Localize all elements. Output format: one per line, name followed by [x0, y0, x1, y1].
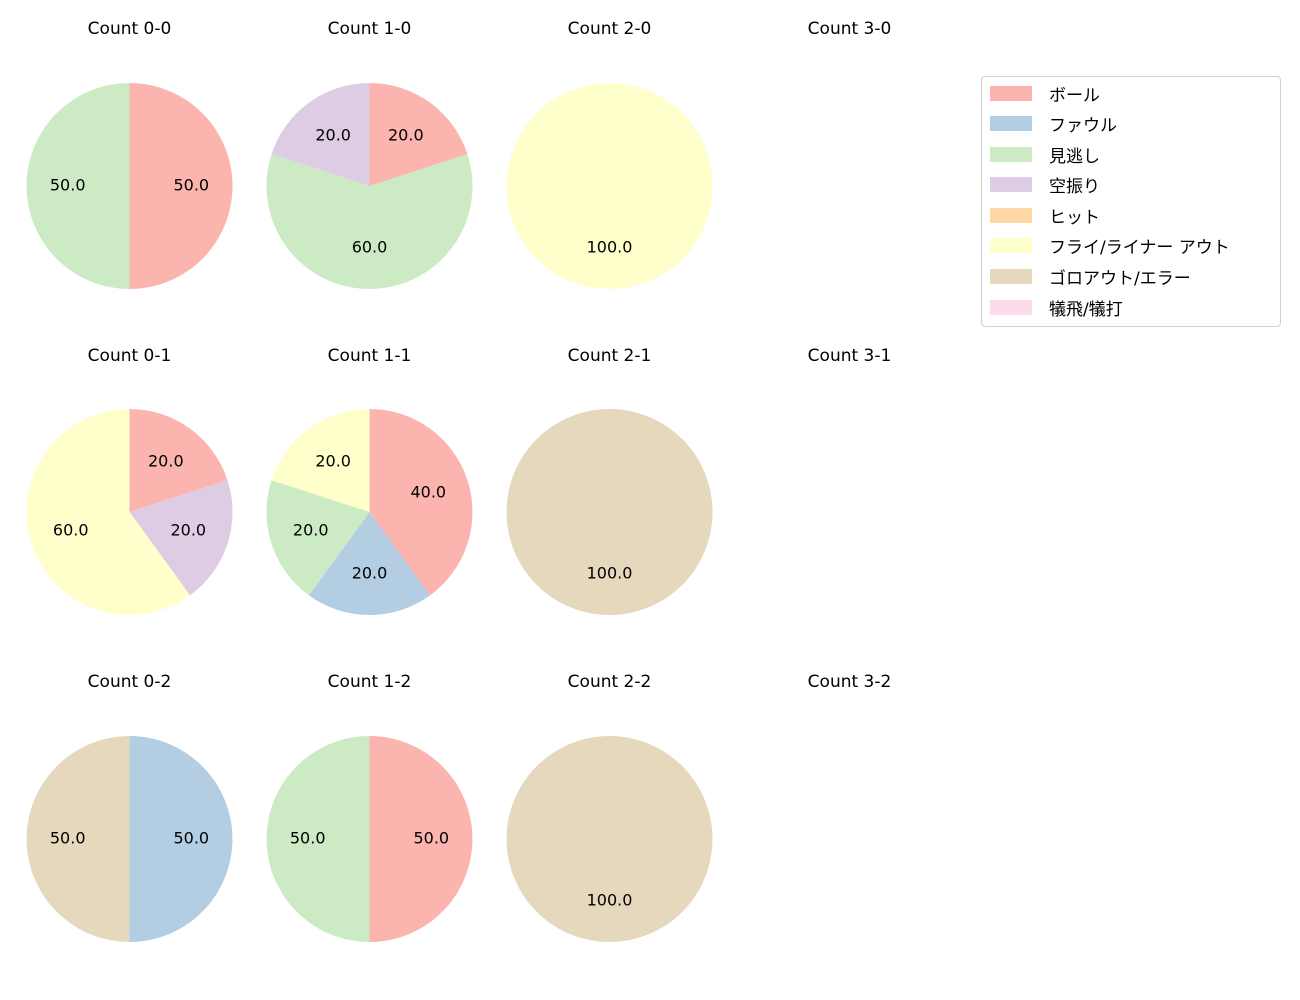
- pie-slice: [129, 480, 233, 596]
- slice-label: 20.0: [148, 452, 184, 471]
- slice-label: 50.0: [290, 829, 326, 848]
- legend-item: ヒット: [990, 205, 1100, 228]
- pie-count-2-1: Count 2-1 100.0: [506, 346, 713, 615]
- legend-swatch: [990, 299, 1032, 315]
- pie-slice: [26, 736, 130, 942]
- pie-slice: [506, 409, 713, 615]
- pie-count-0-1: Count 0-1 20.0 20.0 60.0: [26, 346, 233, 615]
- slice-label: 40.0: [410, 482, 446, 501]
- legend-item: 犠飛/犠打: [990, 297, 1123, 320]
- slice-label: 50.0: [413, 829, 449, 848]
- legend-swatch: [990, 146, 1032, 162]
- legend-label: ファウル: [1049, 115, 1117, 136]
- slice-label: 20.0: [315, 452, 351, 471]
- legend-swatch: [990, 207, 1032, 223]
- legend-item: フライ/ライナー アウト: [990, 235, 1230, 258]
- pie-title: Count 1-1: [328, 346, 412, 366]
- legend-label: 見逃し: [1049, 146, 1100, 167]
- pie-count-1-1: Count 1-1 40.0 20.0 20.0 20.0: [266, 346, 473, 615]
- slice-label: 100.0: [587, 890, 633, 909]
- pie-slice: [129, 83, 233, 289]
- legend-label: 空振り: [1049, 176, 1100, 197]
- pie-slice: [129, 736, 233, 942]
- legend-item: ゴロアウト/エラー: [990, 266, 1191, 289]
- pie-slice: [369, 83, 468, 186]
- legend-label: ヒット: [1049, 207, 1100, 228]
- legend-label: ボール: [1049, 85, 1100, 106]
- pie-slice: [26, 83, 130, 289]
- slice-label: 20.0: [293, 521, 329, 540]
- legend-swatch: [990, 268, 1032, 284]
- legend-label: 犠飛/犠打: [1049, 299, 1123, 320]
- slice-label: 60.0: [53, 521, 89, 540]
- pie-title: Count 3-0: [808, 19, 892, 39]
- pie-slice: [308, 512, 431, 615]
- slice-label: 20.0: [170, 521, 206, 540]
- pie-slice: [369, 409, 473, 596]
- pie-count-1-0: Count 1-0 20.0 60.0 20.0: [266, 19, 473, 289]
- slice-label: 50.0: [173, 829, 209, 848]
- pie-title: Count 3-1: [808, 346, 892, 366]
- slice-label: 20.0: [352, 563, 388, 582]
- pie-title: Count 0-2: [88, 672, 172, 692]
- pie-title: Count 1-0: [328, 19, 412, 39]
- legend-item: 空振り: [990, 174, 1100, 197]
- legend-swatch: [990, 237, 1032, 253]
- slice-label: 50.0: [173, 176, 209, 195]
- legend-item: 見逃し: [990, 144, 1100, 167]
- pie-slice: [266, 736, 370, 942]
- pie-count-2-2: Count 2-2 100.0: [506, 672, 713, 942]
- pie-slice: [266, 480, 370, 596]
- pie-count-0-0: Count 0-0 50.0 50.0: [26, 19, 233, 289]
- slice-label: 100.0: [587, 563, 633, 582]
- slice-label: 50.0: [50, 176, 86, 195]
- pie-title: Count 0-1: [88, 346, 172, 366]
- pie-slice: [26, 409, 191, 615]
- pie-slice: [266, 154, 473, 289]
- pie-title: Count 1-2: [328, 672, 412, 692]
- pie-slice: [506, 83, 713, 289]
- pie-count-3-1: Count 3-1: [808, 346, 892, 366]
- pie-count-3-0: Count 3-0: [808, 19, 892, 39]
- legend-swatch: [990, 85, 1032, 101]
- legend-swatch: [990, 115, 1032, 131]
- pie-count-1-2: Count 1-2 50.0 50.0: [266, 672, 473, 942]
- slice-label: 20.0: [388, 126, 424, 145]
- legend-item: ボール: [990, 83, 1100, 106]
- pie-count-0-2: Count 0-2 50.0 50.0: [26, 672, 233, 942]
- legend-item: ファウル: [990, 113, 1117, 136]
- legend-label: ゴロアウト/エラー: [1049, 268, 1191, 289]
- pie-slice: [271, 83, 370, 186]
- pie-slice: [129, 409, 228, 512]
- slice-label: 50.0: [50, 829, 86, 848]
- pie-title: Count 0-0: [88, 19, 172, 39]
- legend-label: フライ/ライナー アウト: [1049, 237, 1230, 258]
- legend: ボールファウル見逃し空振りヒットフライ/ライナー アウト ゴロアウト/エラー 犠飛/…: [981, 76, 1281, 327]
- pie-title: Count 3-2: [808, 672, 892, 692]
- pie-title: Count 2-2: [568, 672, 652, 692]
- pie-slice: [369, 736, 473, 942]
- slice-label: 100.0: [587, 237, 633, 256]
- pie-slice: [506, 736, 713, 942]
- slice-label: 60.0: [352, 237, 388, 256]
- pie-title: Count 2-1: [568, 346, 652, 366]
- legend-swatch: [990, 176, 1032, 192]
- slice-label: 20.0: [315, 126, 351, 145]
- pie-title: Count 2-0: [568, 19, 652, 39]
- pie-count-2-0: Count 2-0 100.0: [506, 19, 713, 289]
- pie-slice: [271, 409, 370, 512]
- pie-count-3-2: Count 3-2: [808, 672, 892, 692]
